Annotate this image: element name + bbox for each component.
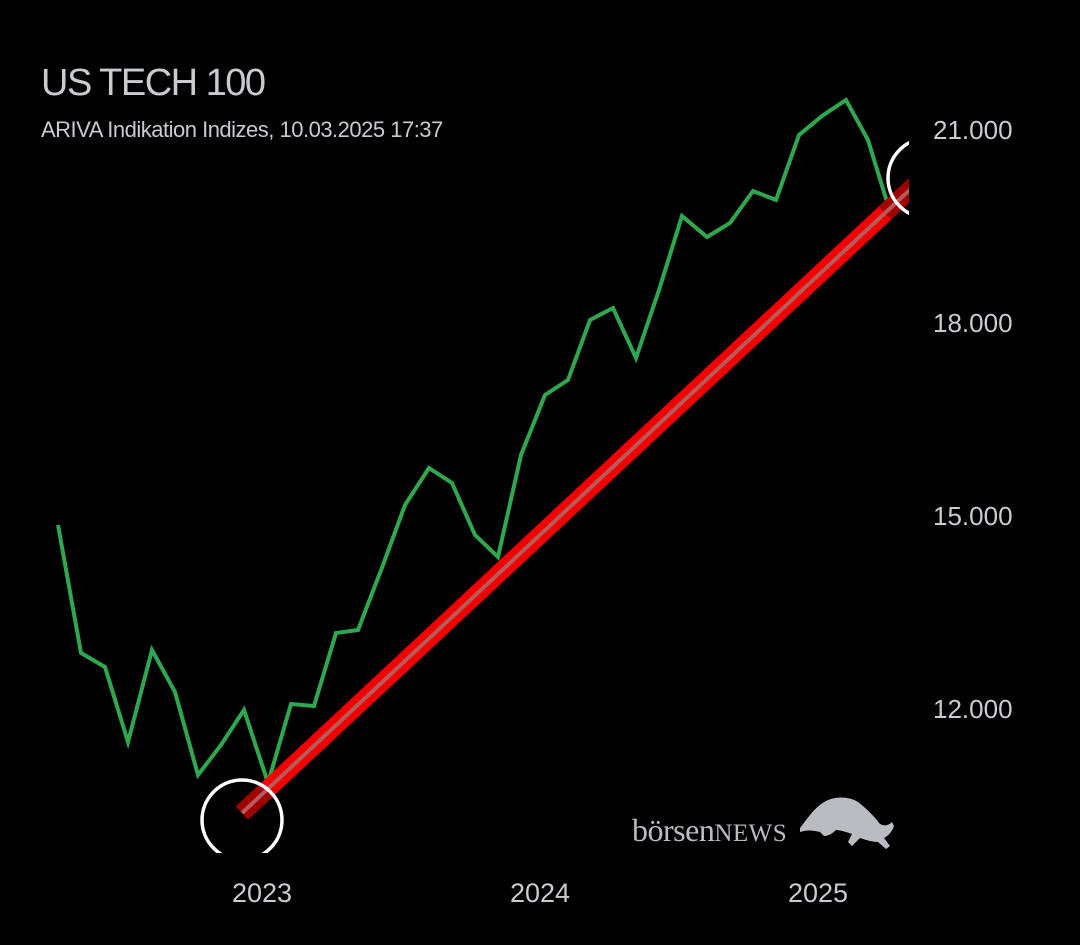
- chart-title: US TECH 100: [41, 62, 266, 104]
- trend-end-circle: [886, 140, 909, 216]
- chart-subtitle: ARIVA Indikation Indizes, 10.03.2025 17:…: [41, 117, 443, 142]
- trend-start-circle: [200, 778, 284, 853]
- x-tick-2023: 2023: [232, 878, 293, 908]
- y-tick-12000: 12.000: [933, 694, 1013, 724]
- borsennews-logo: börsenNEWS: [632, 812, 787, 849]
- y-tick-15000: 15.000: [933, 501, 1013, 531]
- x-tick-2025: 2025: [788, 878, 849, 908]
- logo-text-lower: börsen: [632, 812, 715, 848]
- y-tick-18000: 18.000: [933, 308, 1013, 338]
- x-tick-2024: 2024: [510, 878, 571, 908]
- y-tick-21000: 21.000: [933, 115, 1013, 145]
- price-line: [56, 97, 893, 790]
- logo-text-upper: NEWS: [714, 820, 788, 847]
- bull-icon: [800, 797, 894, 849]
- trend-line-core: [240, 187, 909, 815]
